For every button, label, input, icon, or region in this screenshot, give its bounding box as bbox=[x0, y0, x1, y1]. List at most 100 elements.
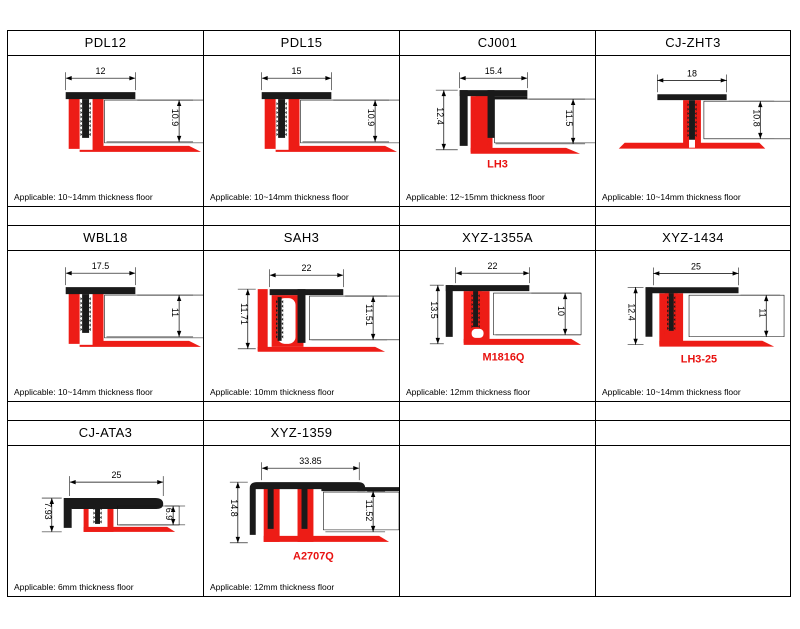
drawing-area-xyz-1355a: 22 13.5 10 M1816Q bbox=[400, 251, 595, 373]
svg-text:A2707Q: A2707Q bbox=[293, 551, 334, 563]
svg-text:17.5: 17.5 bbox=[92, 261, 109, 271]
model-name-xyz-1355a: XYZ-1355A bbox=[399, 225, 596, 251]
svg-text:22: 22 bbox=[301, 263, 311, 273]
row-spacer-cell bbox=[595, 206, 791, 226]
model-name-wbl18: WBL18 bbox=[7, 225, 204, 251]
drawing-row: 25 7.93 6.9 Applicable: 6mm thickness flo… bbox=[7, 445, 791, 597]
drawing-area-cj001: 15.4 12.4 11.5 LH3 bbox=[400, 56, 595, 178]
model-name-label: SAH3 bbox=[283, 230, 320, 245]
model-name-label: XYZ-1434 bbox=[662, 230, 724, 245]
profile-drawing-xyz-1434: 25 12.4 11 LH3-25 bbox=[627, 261, 785, 365]
svg-text:25: 25 bbox=[691, 261, 701, 271]
profile-drawing-wbl18: 17.5 11 bbox=[65, 261, 203, 347]
model-name-cj-ata3: CJ-ATA3 bbox=[7, 420, 204, 446]
profile-drawing-xyz-1359: 33.85 14.8 11.52 A2707Q bbox=[229, 456, 399, 563]
svg-text:10.8: 10.8 bbox=[751, 109, 761, 126]
svg-text:25: 25 bbox=[111, 470, 121, 480]
row-spacer-cell bbox=[595, 401, 791, 421]
model-name-blank-1 bbox=[399, 420, 596, 446]
row-spacer-cell bbox=[399, 401, 596, 421]
row-spacer bbox=[7, 401, 791, 421]
model-name-label: CJ-ZHT3 bbox=[665, 35, 721, 50]
row-spacer-cell bbox=[399, 206, 596, 226]
drawing-area-cj-ata3: 25 7.93 6.9 bbox=[8, 446, 203, 568]
drawing-row: 12 10.9 Applicable: 10~14mm thickness flo… bbox=[7, 55, 791, 207]
drawing-area-pdl15: 15 10.9 bbox=[204, 56, 399, 178]
svg-text:M1816Q: M1816Q bbox=[482, 352, 524, 364]
svg-text:15: 15 bbox=[292, 66, 302, 76]
model-name-cj-zht3: CJ-ZHT3 bbox=[595, 30, 791, 56]
applicable-note: Applicable: 10~14mm thickness floor bbox=[14, 192, 153, 202]
model-name-label: PDL12 bbox=[84, 35, 127, 50]
profile-drawing-pdl15: 15 10.9 bbox=[261, 66, 399, 152]
applicable-note: Applicable: 10~14mm thickness floor bbox=[602, 387, 741, 397]
drawing-area-sah3: 22 11.71 11.51 bbox=[204, 251, 399, 373]
row-spacer bbox=[7, 206, 791, 226]
profile-drawing-xyz-1355a: 22 13.5 10 M1816Q bbox=[429, 261, 582, 364]
profile-cell-cj-zht3: 18 10.8 Applicable: 10~14mm thickness flo… bbox=[595, 55, 791, 207]
model-name-label: XYZ-1359 bbox=[270, 425, 333, 440]
model-name-label: CJ-ATA3 bbox=[78, 425, 133, 440]
model-header-row: PDL12 PDL15 CJ001 CJ-ZHT3 bbox=[7, 30, 791, 56]
row-spacer-cell bbox=[7, 206, 204, 226]
drawing-area-xyz-1434: 25 12.4 11 LH3-25 bbox=[596, 251, 790, 373]
row-spacer-cell bbox=[203, 206, 400, 226]
model-name-cj001: CJ001 bbox=[399, 30, 596, 56]
svg-text:LH3: LH3 bbox=[487, 159, 508, 171]
profile-drawing-cj-ata3: 25 7.93 6.9 bbox=[41, 470, 186, 533]
applicable-note: Applicable: 12mm thickness floor bbox=[406, 387, 531, 397]
svg-text:12.4: 12.4 bbox=[627, 303, 637, 320]
svg-text:13.5: 13.5 bbox=[429, 301, 439, 318]
drawing-row: 17.5 11 Applicable: 10~14mm thickness flo… bbox=[7, 250, 791, 402]
applicable-note: Applicable: 10~14mm thickness floor bbox=[210, 192, 349, 202]
model-header-row: WBL18 SAH3 XYZ-1355A XYZ-1434 bbox=[7, 225, 791, 251]
applicable-note: Applicable: 6mm thickness floor bbox=[14, 582, 134, 592]
svg-text:11: 11 bbox=[170, 308, 180, 317]
applicable-note: Applicable: 12mm thickness floor bbox=[210, 582, 335, 592]
svg-text:11: 11 bbox=[757, 308, 767, 317]
model-name-pdl12: PDL12 bbox=[7, 30, 204, 56]
model-name-blank-2 bbox=[595, 420, 791, 446]
svg-text:12.4: 12.4 bbox=[435, 107, 445, 124]
profile-drawing-sah3: 22 11.71 11.51 bbox=[237, 263, 399, 352]
svg-text:15.4: 15.4 bbox=[485, 66, 502, 76]
profile-cell-xyz-1359: 33.85 14.8 11.52 A2707Q Applicable: 12mm t… bbox=[203, 445, 400, 597]
drawing-area-pdl12: 12 10.9 bbox=[8, 56, 203, 178]
profile-cell-cj-ata3: 25 7.93 6.9 Applicable: 6mm thickness flo… bbox=[7, 445, 204, 597]
profile-cell-blank-1 bbox=[399, 445, 596, 597]
model-name-label: CJ001 bbox=[477, 35, 518, 50]
profile-cell-pdl15: 15 10.9 Applicable: 10~14mm thickness flo… bbox=[203, 55, 400, 207]
svg-text:11.52: 11.52 bbox=[364, 500, 374, 522]
profile-drawing-cj-zht3: 18 10.8 bbox=[618, 68, 790, 149]
profile-catalog-table: PDL12 PDL15 CJ001 CJ-ZHT3 12 10.9 Applicable… bbox=[7, 30, 791, 597]
applicable-note: Applicable: 10mm thickness floor bbox=[210, 387, 335, 397]
svg-text:22: 22 bbox=[488, 261, 498, 271]
model-name-label: XYZ-1355A bbox=[462, 230, 533, 245]
model-name-xyz-1359: XYZ-1359 bbox=[203, 420, 400, 446]
profile-drawing-cj001: 15.4 12.4 11.5 LH3 bbox=[435, 66, 595, 171]
applicable-note: Applicable: 10~14mm thickness floor bbox=[14, 387, 153, 397]
svg-text:11.5: 11.5 bbox=[564, 110, 574, 127]
profile-cell-wbl18: 17.5 11 Applicable: 10~14mm thickness flo… bbox=[7, 250, 204, 402]
profile-drawing-pdl12: 12 10.9 bbox=[65, 66, 203, 152]
svg-text:10: 10 bbox=[556, 306, 566, 316]
applicable-note: Applicable: 12~15mm thickness floor bbox=[406, 192, 545, 202]
model-name-label: PDL15 bbox=[280, 35, 323, 50]
svg-text:33.85: 33.85 bbox=[299, 456, 321, 466]
drawing-area-xyz-1359: 33.85 14.8 11.52 A2707Q bbox=[204, 446, 399, 568]
svg-text:14.8: 14.8 bbox=[229, 499, 239, 516]
row-spacer-cell bbox=[7, 401, 204, 421]
svg-text:LH3-25: LH3-25 bbox=[681, 353, 717, 365]
applicable-note: Applicable: 10~14mm thickness floor bbox=[602, 192, 741, 202]
svg-text:6.9: 6.9 bbox=[164, 508, 174, 520]
svg-text:11.51: 11.51 bbox=[364, 304, 374, 326]
svg-text:10.9: 10.9 bbox=[170, 109, 180, 126]
drawing-area-wbl18: 17.5 11 bbox=[8, 251, 203, 373]
svg-text:18: 18 bbox=[687, 68, 697, 78]
model-name-pdl15: PDL15 bbox=[203, 30, 400, 56]
profile-cell-blank-2 bbox=[595, 445, 791, 597]
profile-cell-xyz-1355a: 22 13.5 10 M1816Q Applicable: 12mm thickne… bbox=[399, 250, 596, 402]
drawing-area-cj-zht3: 18 10.8 bbox=[596, 56, 790, 178]
svg-text:11.71: 11.71 bbox=[239, 303, 249, 325]
